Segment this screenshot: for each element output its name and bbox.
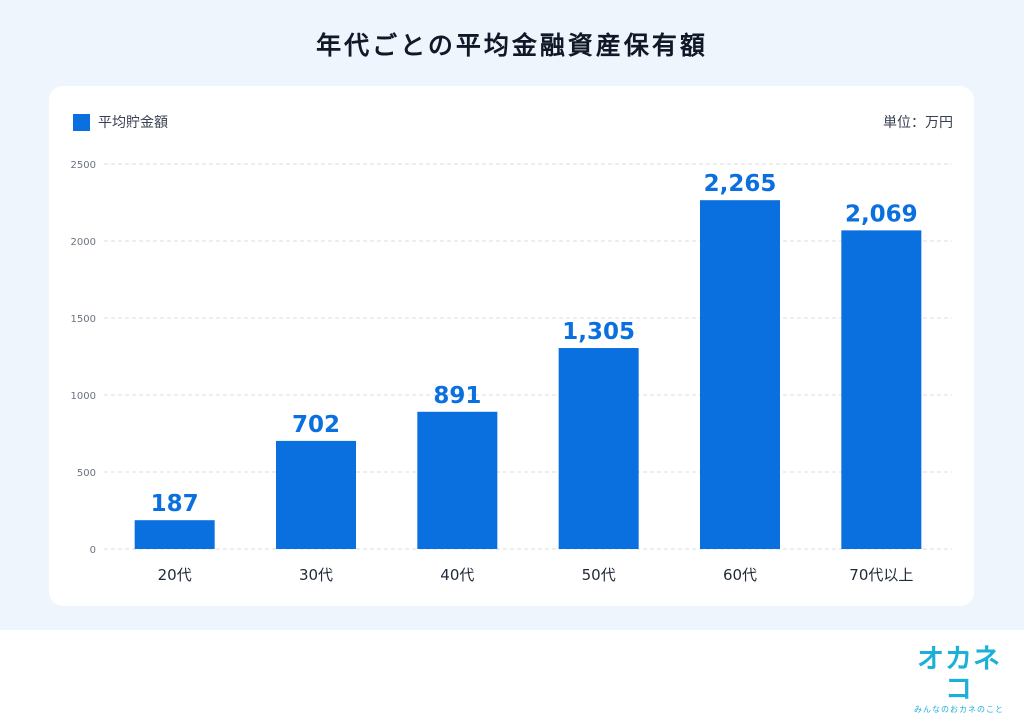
bar [134,520,215,549]
data-label: 1,305 [562,319,635,345]
y-tick-label: 1000 [71,391,96,402]
x-tick-label: 50代 [582,566,616,584]
y-tick-label: 2000 [71,237,96,248]
unit-label: 単位：万円 [883,115,953,131]
x-tick-label: 70代以上 [849,566,913,584]
data-label: 2,265 [704,171,777,197]
bar [558,348,639,549]
brand-logo: オカネコ みんなのおカネのこと [904,645,1014,715]
y-tick-label: 1500 [71,314,96,325]
data-label: 702 [292,412,340,438]
data-label: 891 [433,383,481,409]
brand-tagline: みんなのおカネのこと [914,705,1004,714]
legend-swatch [73,113,90,131]
bar [276,440,356,549]
legend-label: 平均貯金額 [98,115,168,131]
chart-card [49,86,974,606]
chart-legend: 平均貯金額 [73,112,168,132]
x-tick-label: 20代 [158,566,192,584]
y-tick-label: 2500 [71,160,96,171]
x-tick-label: 40代 [440,566,474,584]
page-title: 年代ごとの平均金融資産保有額 [316,31,708,60]
y-tick-label: 0 [90,545,96,556]
x-tick-label: 30代 [299,566,333,584]
bar [417,411,498,549]
x-tick-label: 60代 [723,566,757,584]
y-tick-label: 500 [77,468,96,479]
data-label: 187 [151,491,199,517]
bar [700,200,780,549]
brand-name: オカネコ [917,644,1001,705]
data-label: 2,069 [845,201,918,227]
bar [841,230,922,549]
